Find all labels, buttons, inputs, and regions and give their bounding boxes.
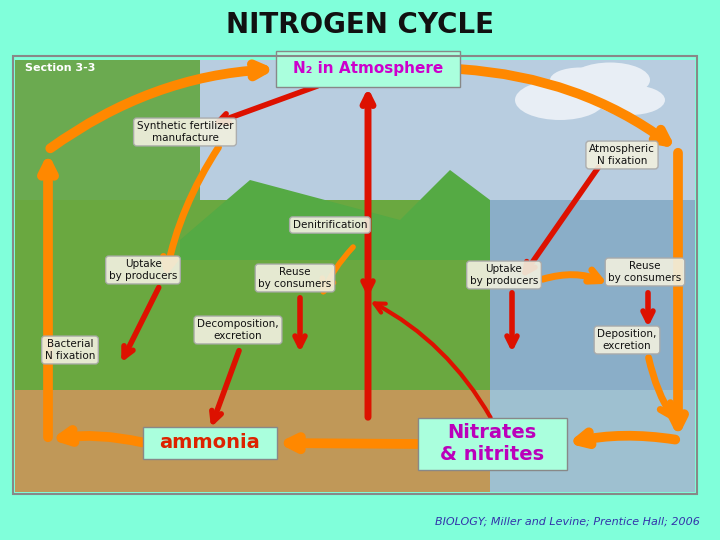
Polygon shape (15, 60, 695, 360)
Text: Reuse
by consumers: Reuse by consumers (608, 261, 682, 283)
Polygon shape (180, 170, 490, 260)
Text: Uptake
by producers: Uptake by producers (109, 259, 177, 281)
FancyBboxPatch shape (418, 418, 567, 470)
Text: N₂ in Atmosphere: N₂ in Atmosphere (293, 62, 443, 77)
Text: NITROGEN CYCLE: NITROGEN CYCLE (226, 11, 494, 39)
Text: Nitrates
& nitrites: Nitrates & nitrites (440, 423, 544, 464)
Text: Denitrification: Denitrification (293, 220, 367, 230)
FancyBboxPatch shape (276, 51, 460, 87)
Text: Decomposition,
excretion: Decomposition, excretion (197, 319, 279, 341)
FancyBboxPatch shape (143, 427, 277, 459)
Ellipse shape (550, 68, 610, 92)
Text: Uptake
by producers: Uptake by producers (470, 264, 538, 286)
Polygon shape (15, 200, 490, 450)
Ellipse shape (515, 80, 605, 120)
Polygon shape (490, 390, 695, 492)
Polygon shape (15, 60, 200, 450)
Text: BIOLOGY; Miller and Levine; Prentice Hall; 2006: BIOLOGY; Miller and Levine; Prentice Hal… (435, 517, 700, 527)
Polygon shape (15, 390, 490, 492)
Ellipse shape (595, 85, 665, 115)
Text: ammonia: ammonia (160, 434, 261, 453)
Text: Bacterial
N fixation: Bacterial N fixation (45, 339, 95, 361)
Text: Atmospheric
N fixation: Atmospheric N fixation (589, 144, 655, 166)
Polygon shape (490, 200, 695, 450)
Text: Synthetic fertilizer
manufacture: Synthetic fertilizer manufacture (137, 121, 233, 143)
Text: Deposition,
excretion: Deposition, excretion (598, 329, 657, 351)
Text: Reuse
by consumers: Reuse by consumers (258, 267, 332, 289)
Ellipse shape (570, 63, 650, 98)
Text: Section 3-3: Section 3-3 (25, 63, 95, 73)
